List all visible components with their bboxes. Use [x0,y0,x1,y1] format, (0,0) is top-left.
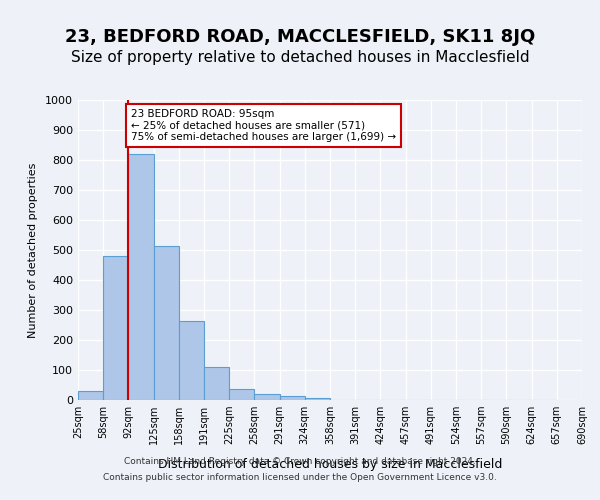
Bar [103,256,128,400]
Bar [78,391,103,400]
Bar [254,394,280,400]
Bar [179,320,204,400]
Bar [305,398,330,400]
Bar [154,246,179,400]
X-axis label: Distribution of detached houses by size in Macclesfield: Distribution of detached houses by size … [158,458,502,471]
Text: 23, BEDFORD ROAD, MACCLESFIELD, SK11 8JQ: 23, BEDFORD ROAD, MACCLESFIELD, SK11 8JQ [65,28,535,46]
Bar [280,396,305,400]
Y-axis label: Number of detached properties: Number of detached properties [28,162,38,338]
Bar [204,367,229,400]
Text: 23 BEDFORD ROAD: 95sqm
← 25% of detached houses are smaller (571)
75% of semi-de: 23 BEDFORD ROAD: 95sqm ← 25% of detached… [131,109,396,142]
Text: Contains public sector information licensed under the Open Government Licence v3: Contains public sector information licen… [103,472,497,482]
Text: Contains HM Land Registry data © Crown copyright and database right 2024.: Contains HM Land Registry data © Crown c… [124,458,476,466]
Bar [229,388,254,400]
Bar [128,154,154,400]
Text: Size of property relative to detached houses in Macclesfield: Size of property relative to detached ho… [71,50,529,65]
